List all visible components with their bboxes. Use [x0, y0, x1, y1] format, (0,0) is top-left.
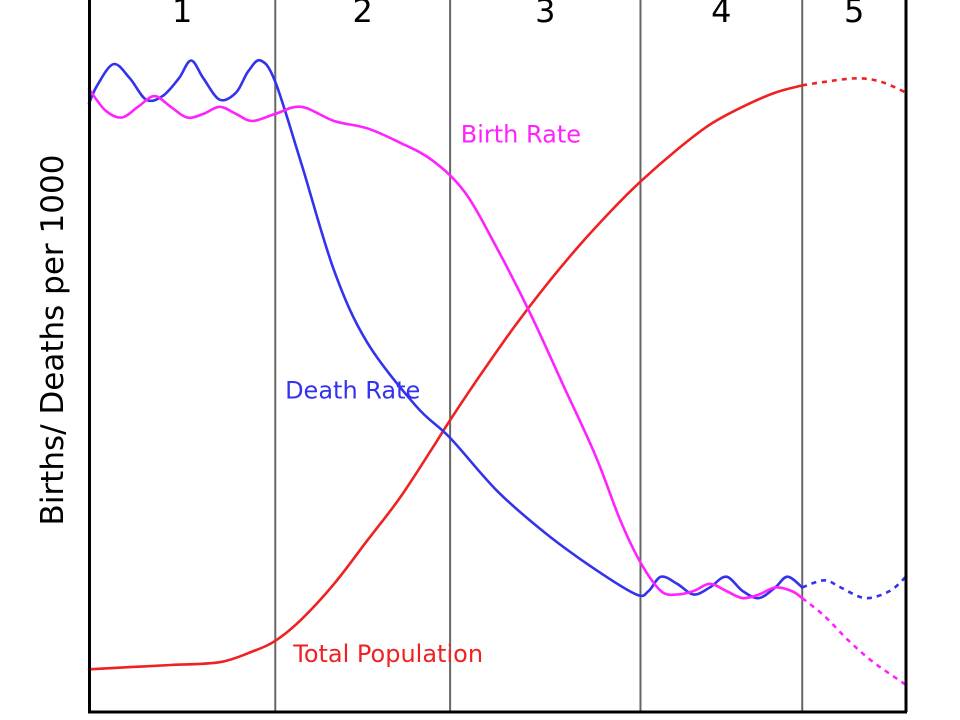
stage-label-1: 1: [172, 0, 192, 30]
death-series-label: Death Rate: [285, 377, 420, 405]
stage-labels: 1 2 3 4 5: [172, 0, 864, 30]
chart-series: [87, 58, 907, 686]
population-rate-line: [87, 84, 804, 671]
chart-axes: [88, 0, 908, 714]
population-forecast-line: [801, 76, 907, 94]
birth-rate-line: [87, 87, 804, 600]
stage-label-5: 5: [844, 0, 864, 30]
birth-series-label: Birth Rate: [461, 120, 581, 148]
death-forecast-line: [801, 575, 907, 600]
series-labels: Birth Rate Death Rate Total Population: [285, 120, 581, 668]
death-rate-line: [87, 58, 804, 600]
birth-forecast-line: [801, 597, 907, 686]
stage-label-4: 4: [711, 0, 731, 30]
population-series-label: Total Population: [292, 640, 483, 668]
stage-label-3: 3: [535, 0, 555, 30]
y-axis-label: Births/ Deaths per 1000: [35, 155, 71, 526]
stage-label-2: 2: [353, 0, 373, 30]
stage-divider-lines: [274, 0, 804, 712]
